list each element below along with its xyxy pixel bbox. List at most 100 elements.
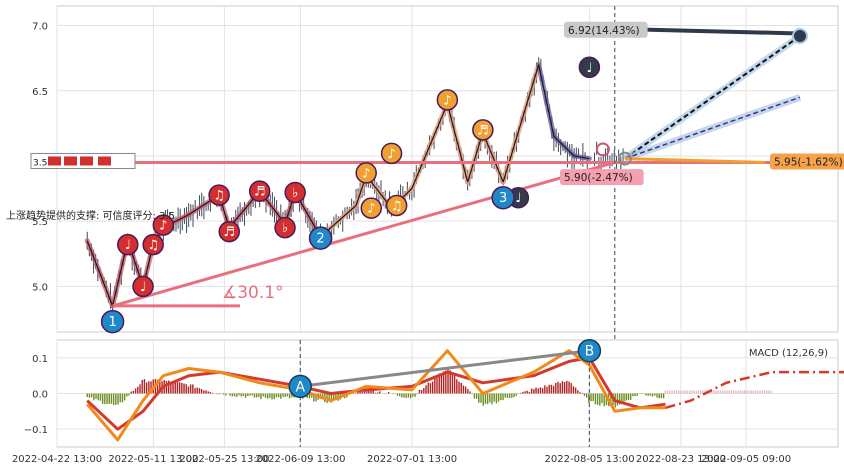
wave-bubble: 1 [100, 309, 125, 334]
bubble-circle [308, 226, 333, 250]
x-tick-label: 2022-08-23 13:00 [636, 454, 726, 465]
target-marker [792, 27, 808, 44]
bubble-circle [142, 233, 164, 256]
bubble-text: ♫ [213, 189, 225, 204]
bubble-text: ♬ [254, 185, 266, 200]
price-tag-bg [560, 169, 644, 186]
wave-bubble: ♩ [578, 56, 601, 79]
price-tag: 6.92(14.43%) [564, 21, 648, 38]
wave-bubble: ♫ [208, 184, 230, 206]
wave-line [86, 240, 114, 307]
price-tag-bg [770, 153, 844, 170]
bubble-text: 3 [499, 191, 507, 206]
price-y-tick-label: 6.5 [32, 87, 48, 98]
wave-bubble: 3 [491, 185, 515, 210]
wave-bubble: ♭ [274, 216, 296, 239]
wave-bubble: ♩ [117, 233, 139, 256]
x-axis-ticks: 2022-04-22 13:00 2022-05-11 13:002022-05-… [12, 454, 791, 465]
divergence-circle [577, 338, 602, 363]
wave-bubble: ♬ [248, 180, 271, 202]
bubble-circle [152, 214, 175, 236]
bubble-text: 1 [108, 315, 116, 330]
bubble-circle [284, 181, 306, 204]
x-tick-label: 2022-06-09 13:00 [255, 454, 345, 465]
price-y-tick-label: 7.0 [32, 22, 48, 33]
x-tick-label: 2022-08-05 13:00 [545, 454, 635, 465]
wave-bubble: ♫ [385, 194, 408, 217]
macd-y-tick-label: 0.1 [32, 354, 48, 365]
bubble-text: ♫ [147, 238, 159, 253]
price-tag-text: 6.92(14.43%) [568, 25, 640, 37]
wave-line [446, 103, 469, 183]
wave-line [574, 155, 590, 160]
wave-bubble: 2 [308, 226, 333, 250]
price-labels: ♩♩♫♪♫♬♬♭♭♪♪ ♫♪♪♬♩♩1236.92(14.43%)5.95(-1.… [6, 21, 844, 334]
wave-bubble: ♫ [142, 233, 164, 256]
divergence-text: B [585, 344, 595, 360]
macd-histogram [86, 368, 772, 408]
price-panel: 5.05.56.06.57.0 ♩♩♫♪♫♬♬♭♭♪♪♫♪♪♬♩♩1236.92… [6, 5, 844, 447]
divergence-bubble: A [288, 374, 313, 399]
macd-panel: 0.1 0.0 −0.1 A B MACD (12,26,9) [24, 338, 844, 448]
support-label: 上涨趋势提供的支撑: 可信度评分: 3.5 [6, 209, 175, 222]
wave-line [553, 135, 575, 157]
bubble-circle [100, 309, 125, 334]
wave-bubble: ♪ [152, 214, 175, 236]
bubble-text: ♭ [292, 186, 298, 201]
price-tag-bg [564, 21, 648, 38]
projection-up [624, 35, 801, 160]
resistance-tag-chip [64, 156, 77, 166]
macd-y-ticks: 0.1 0.0 −0.1 [24, 354, 48, 436]
price-tag-text: 5.90(-2.47%) [564, 172, 633, 184]
origin-marker [617, 151, 632, 166]
wave-line [467, 132, 484, 183]
divergence-bubble: B [577, 338, 602, 363]
x-tick-label: 2022-04-22 13:00 [12, 454, 102, 465]
wave-line [411, 103, 448, 189]
resistance-tag-text: 3.5 [33, 158, 47, 168]
bubble-text: ♩ [586, 61, 592, 76]
bubble-circle [491, 185, 515, 210]
bubble-text: 2 [316, 232, 324, 247]
resistance-tag: 3.5 [30, 152, 136, 169]
x-tick-label: 2022-09-05 09:00 [701, 454, 791, 465]
bubble-text: ♪ [362, 166, 370, 181]
bubble-circle [132, 275, 154, 298]
bubble-circle [248, 180, 271, 202]
angle-label: ∡30.1° [222, 283, 284, 303]
projection-mid [624, 96, 801, 160]
bubble-text: ♫ [391, 199, 403, 214]
pivot-marker [595, 142, 610, 157]
bubble-circle [355, 162, 377, 184]
macd-y-tick-label: −0.1 [24, 425, 48, 436]
divergence-circle [288, 374, 313, 399]
price-tag-text: 5.95(-1.62%) [774, 156, 843, 168]
support-trend-line [112, 161, 616, 308]
wave-bubble: ♬ [472, 119, 494, 141]
wave-bubble: ♪ [380, 142, 403, 165]
price-panel-frame [56, 5, 839, 333]
macd-title: MACD (12,26,9) [749, 348, 828, 359]
bubble-circle [274, 216, 296, 239]
bubble-text: ♬ [223, 225, 235, 240]
bubble-text: ♪ [443, 93, 451, 108]
resistance-tag-chip [80, 156, 93, 166]
bubble-circle [436, 89, 459, 111]
bubble-text: ♪ [367, 202, 375, 217]
price-y-tick-label: 5.5 [32, 217, 48, 228]
bubble-circle [380, 142, 403, 165]
x-tick-label: 2022-05-25 13:00 [179, 454, 269, 465]
wave-bubble: ♭ [284, 181, 306, 204]
wave-bubble: ♬ [218, 220, 240, 243]
price-grid [56, 6, 838, 332]
price-tag: 5.90(-2.47%) [560, 169, 644, 186]
macd-series-line [665, 370, 844, 410]
bubble-text: ♩ [125, 238, 131, 253]
x-tick-label: 2022-07-01 13:00 [367, 454, 457, 465]
bubble-text: ♪ [387, 147, 395, 162]
bubble-text: ♬ [477, 123, 489, 138]
target-arrow [639, 27, 796, 36]
macd-y-tick-label: 0.0 [32, 390, 48, 401]
bubble-circle [218, 220, 240, 243]
